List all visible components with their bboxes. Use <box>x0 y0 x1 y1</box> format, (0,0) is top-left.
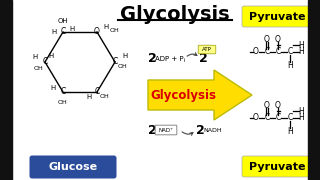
Text: OH: OH <box>58 18 68 24</box>
Text: C: C <box>42 57 48 66</box>
FancyBboxPatch shape <box>29 156 116 179</box>
Text: H: H <box>298 107 304 116</box>
Text: H: H <box>48 53 54 59</box>
Text: C: C <box>287 114 292 123</box>
Text: H: H <box>287 127 293 136</box>
Text: H: H <box>298 40 304 50</box>
FancyArrowPatch shape <box>182 132 193 135</box>
Text: OH: OH <box>33 66 43 71</box>
FancyBboxPatch shape <box>198 45 216 54</box>
Text: NAD⁺: NAD⁺ <box>158 127 173 132</box>
Text: H: H <box>298 114 304 123</box>
Text: OH: OH <box>110 28 120 33</box>
Text: O: O <box>94 28 100 37</box>
Text: H: H <box>52 29 57 35</box>
Text: Glucose: Glucose <box>48 162 98 172</box>
Text: O: O <box>253 114 259 123</box>
Text: C: C <box>60 87 66 96</box>
FancyArrow shape <box>148 70 252 120</box>
Text: C: C <box>264 48 270 57</box>
Text: 2: 2 <box>199 51 208 64</box>
Text: ATP: ATP <box>202 47 212 52</box>
Text: 2: 2 <box>196 123 205 136</box>
FancyArrowPatch shape <box>187 53 197 56</box>
Text: NADH: NADH <box>203 129 222 134</box>
Text: O: O <box>275 100 281 109</box>
Text: H: H <box>298 48 304 57</box>
Text: C: C <box>94 87 100 96</box>
Text: O: O <box>253 48 259 57</box>
FancyBboxPatch shape <box>242 6 312 27</box>
Text: OH: OH <box>58 100 68 105</box>
Text: Pyruvate: Pyruvate <box>249 12 305 21</box>
Bar <box>0 0 12 180</box>
Text: C: C <box>60 28 66 37</box>
FancyBboxPatch shape <box>242 156 312 177</box>
Text: O: O <box>264 100 270 109</box>
Text: ADP + P: ADP + P <box>155 56 184 62</box>
Text: O: O <box>264 35 270 44</box>
Text: OH: OH <box>117 64 127 69</box>
Text: Pyruvate: Pyruvate <box>249 161 305 172</box>
Text: H: H <box>103 24 108 30</box>
Text: i: i <box>183 58 185 64</box>
Text: H: H <box>32 54 38 60</box>
FancyBboxPatch shape <box>155 125 177 135</box>
Text: C: C <box>264 114 270 123</box>
Text: C: C <box>276 48 281 57</box>
Text: O: O <box>275 35 281 44</box>
Text: H: H <box>69 26 75 32</box>
Text: 2: 2 <box>148 51 157 64</box>
Text: OH: OH <box>100 93 110 98</box>
Text: Glycolysis: Glycolysis <box>120 5 230 24</box>
Text: Glycolysis: Glycolysis <box>150 89 216 102</box>
Text: C: C <box>276 114 281 123</box>
Text: H: H <box>287 60 293 69</box>
Text: C: C <box>287 48 292 57</box>
Text: H: H <box>122 53 128 59</box>
Bar <box>308 0 320 180</box>
Text: H: H <box>50 85 56 91</box>
Text: C: C <box>112 57 118 66</box>
Text: H: H <box>86 94 92 100</box>
Text: 2: 2 <box>148 123 157 136</box>
